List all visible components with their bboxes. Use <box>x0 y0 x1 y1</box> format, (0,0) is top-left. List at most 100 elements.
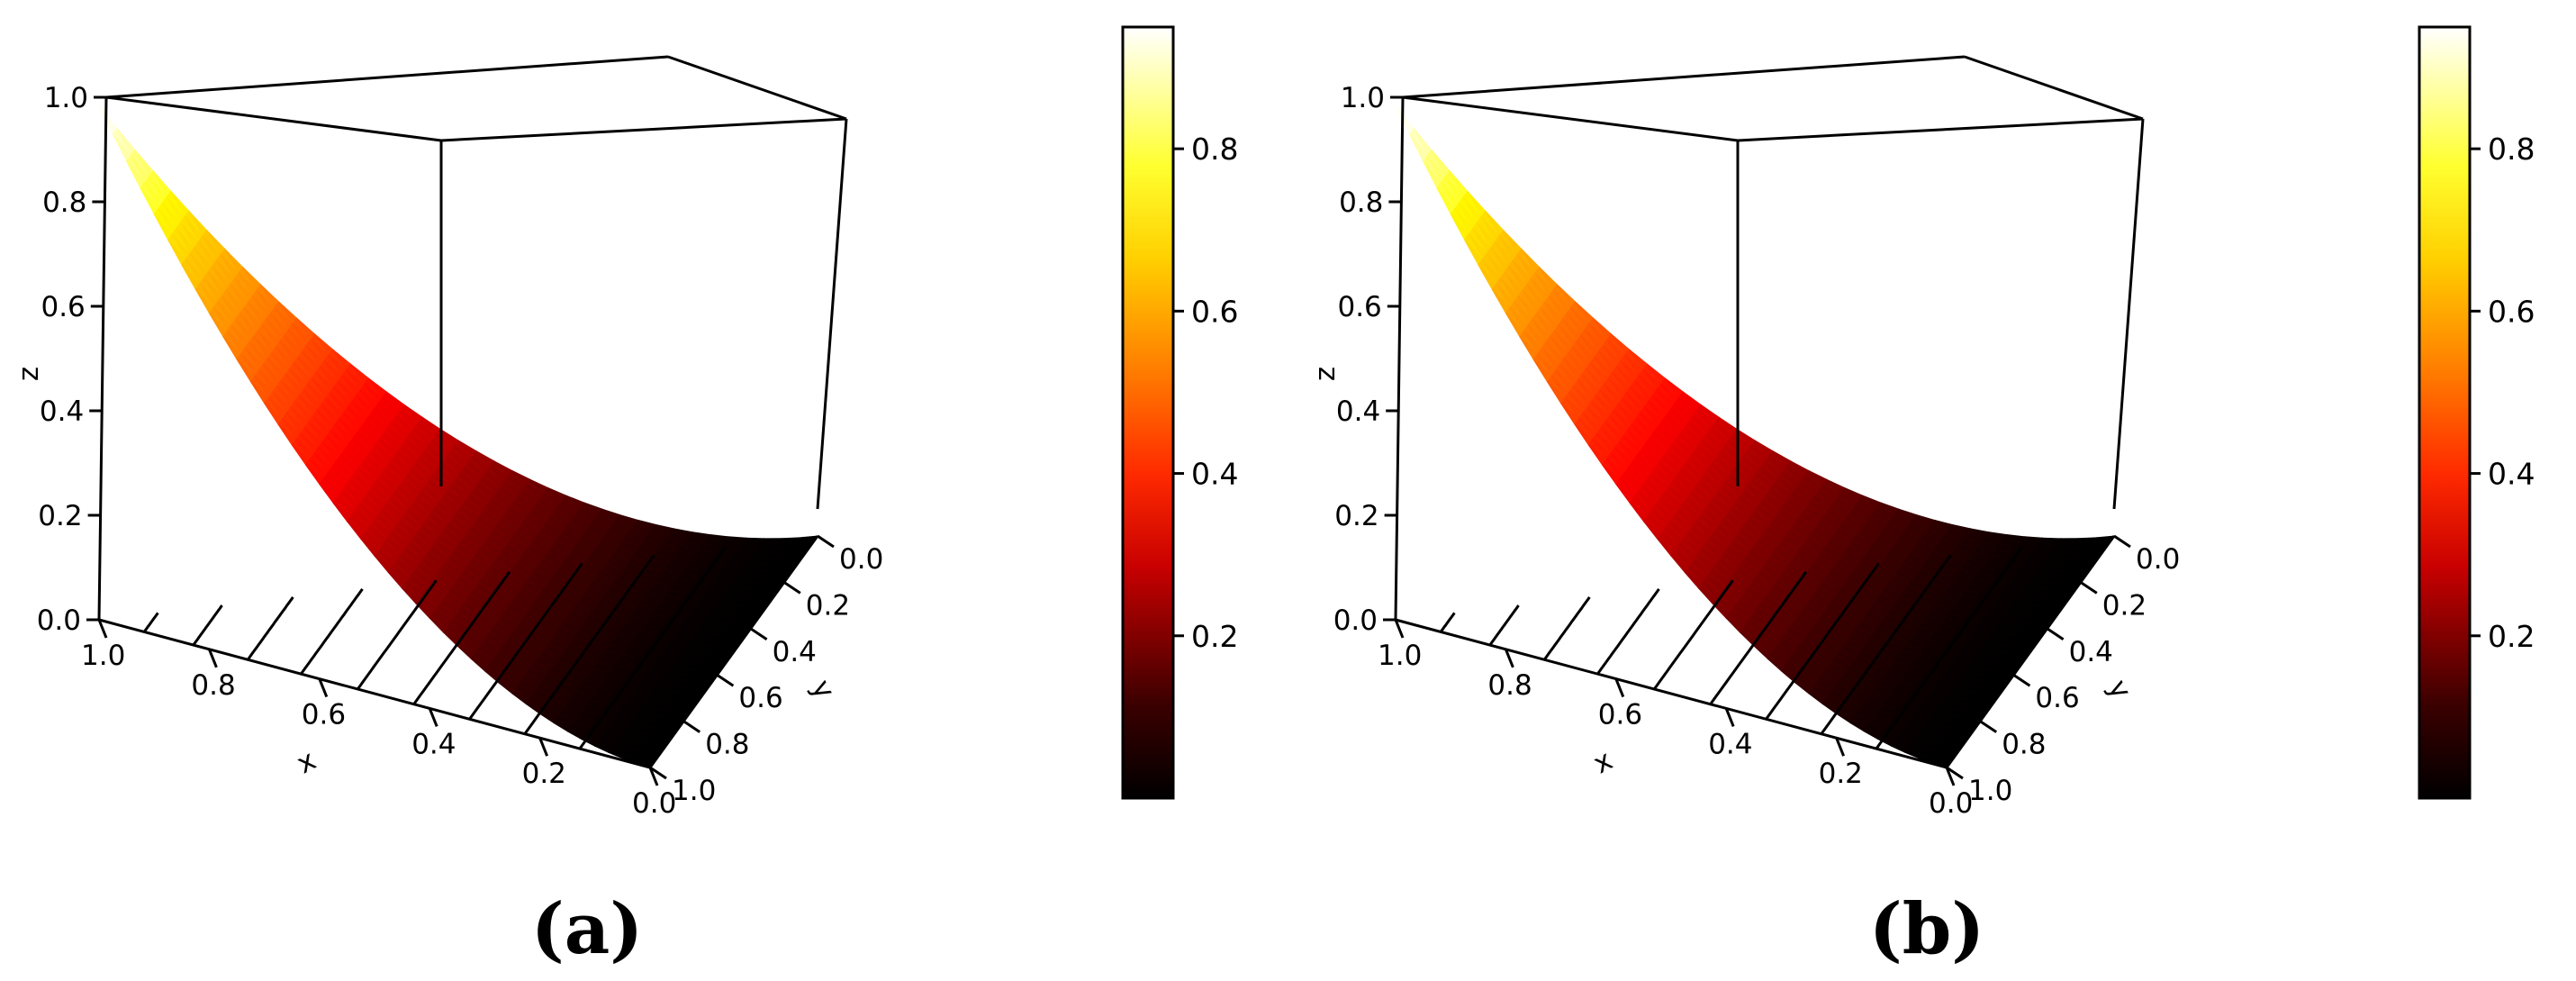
y-axis-label: y <box>805 675 841 704</box>
colorbar-tick-label: 0.8 <box>1191 132 1238 167</box>
y-tick <box>1979 720 1998 733</box>
colorbar-tick-label: 0.2 <box>1191 619 1238 654</box>
y-tick-label: 0.8 <box>2002 729 2046 761</box>
y-tick-label: 0.2 <box>806 589 850 622</box>
z-tick-label: 0.6 <box>1337 291 1381 323</box>
x-tick <box>208 649 218 668</box>
contour-line <box>357 579 438 690</box>
y-tick <box>2113 534 2131 549</box>
y-tick-label: 0.6 <box>2035 682 2079 714</box>
contour-line <box>142 612 159 633</box>
colorbar-tick-label: 0.8 <box>2488 132 2535 167</box>
y-tick-label: 0.4 <box>773 636 817 668</box>
box-edge <box>105 55 669 99</box>
z-tick-label: 0.0 <box>1333 604 1378 637</box>
surface-layer <box>1395 105 2115 768</box>
panel-b: 0.0 0.2 0.4 0.6 0.8 1.0 1.0 0.8 0.6 0.4 0.2 0.0 0.0 0… <box>1309 25 2535 970</box>
surface-facet <box>1395 105 1415 135</box>
box-edge <box>648 535 819 768</box>
box-edge <box>667 55 847 121</box>
contour-line <box>1596 588 1660 675</box>
box-edge <box>98 618 651 769</box>
x-tick-label: 1.0 <box>81 640 125 672</box>
box-edge <box>97 96 108 621</box>
x-tick-label: 1.0 <box>1378 640 1422 672</box>
box-edge <box>1394 96 1405 621</box>
contour-line <box>1653 579 1734 690</box>
y-tick-label: 0.4 <box>2069 636 2113 668</box>
z-tick-label: 0.8 <box>42 186 86 219</box>
contour-line <box>1488 604 1520 646</box>
x-axis-label: x <box>292 744 321 780</box>
y-tick-label: 0.2 <box>2102 589 2147 622</box>
y-tick <box>782 581 801 595</box>
z-tick-label: 1.0 <box>44 82 88 114</box>
colorbar-tick-label: 0.4 <box>2488 457 2535 492</box>
colorbar-ticks: 0.2 0.4 0.6 0.8 <box>1173 132 1238 654</box>
z-tick-label: 0.2 <box>38 500 82 532</box>
x-tick-label: 0.0 <box>632 787 676 820</box>
x-tick-label: 0.0 <box>1929 787 1973 820</box>
x-tick-label: 0.4 <box>1708 728 1752 760</box>
x-tick-label: 0.8 <box>191 669 235 702</box>
contour-line <box>246 596 294 661</box>
contour-line <box>578 546 728 749</box>
z-axis-label: z <box>13 367 45 381</box>
z-tick-label: 0.6 <box>41 291 85 323</box>
y-tick <box>817 534 835 549</box>
y-tick <box>682 720 701 733</box>
colorbar-tick-label: 0.2 <box>2488 619 2535 654</box>
x-tick <box>97 619 108 639</box>
z-tick-label: 0.4 <box>1336 395 1380 428</box>
box-edge <box>105 95 442 142</box>
surface-facet <box>98 105 118 135</box>
colorbar <box>1121 25 1175 800</box>
colorbar-tick-label: 0.4 <box>1191 457 1238 492</box>
x-tick-label: 0.8 <box>1487 669 1532 702</box>
contour-line <box>300 588 364 675</box>
y-tick <box>749 627 768 641</box>
box-edge <box>1402 95 1739 142</box>
x-tick-label: 0.4 <box>411 728 456 760</box>
y-tick <box>716 673 735 687</box>
contour-layer <box>142 546 728 749</box>
y-tick <box>2012 673 2031 687</box>
contour-line <box>1542 596 1591 661</box>
x-tick-label: 0.2 <box>522 758 566 790</box>
contour-line <box>412 571 511 705</box>
box-edges <box>97 55 848 769</box>
box-edge <box>816 118 848 510</box>
colorbar-tick-label: 0.6 <box>1191 294 1238 329</box>
z-tick-label: 0.2 <box>1334 500 1378 532</box>
y-tick-label: 1.0 <box>1968 775 2012 807</box>
x-tick-label: 0.6 <box>302 699 346 731</box>
x-axis-label: x <box>1588 744 1618 780</box>
y-axis-label: y <box>2101 675 2138 704</box>
box-edge <box>440 117 847 142</box>
panel-label: (a) <box>531 888 643 970</box>
contour-line <box>523 554 655 735</box>
box-edge <box>2112 118 2145 510</box>
x-tick <box>648 767 659 786</box>
x-tick <box>538 737 548 757</box>
tick-layer: 0.0 0.2 0.4 0.6 0.8 1.0 1.0 0.8 0.6 0.4 0.2 0.0 0.0 0… <box>37 82 884 820</box>
z-tick-label: 0.8 <box>1339 186 1383 219</box>
box-edge <box>1402 55 1966 99</box>
z-tick-label: 0.4 <box>40 395 84 428</box>
box-edge <box>1737 117 2144 142</box>
contour-line <box>468 562 583 721</box>
x-tick <box>428 707 438 727</box>
y-tick <box>649 766 667 780</box>
y-tick-label: 0.6 <box>738 682 782 714</box>
y-tick-label: 0.8 <box>705 729 749 761</box>
x-tick-label: 0.2 <box>1819 758 1863 790</box>
box-edges <box>1394 55 2145 769</box>
colorbar <box>2418 25 2472 800</box>
x-tick <box>318 678 329 698</box>
y-tick-label: 1.0 <box>672 775 716 807</box>
z-tick-label: 1.0 <box>1341 82 1385 114</box>
panel-label: (b) <box>1869 888 1984 970</box>
y-tick <box>2046 627 2065 641</box>
y-tick <box>2079 581 2098 595</box>
contour-line <box>1439 612 1456 633</box>
